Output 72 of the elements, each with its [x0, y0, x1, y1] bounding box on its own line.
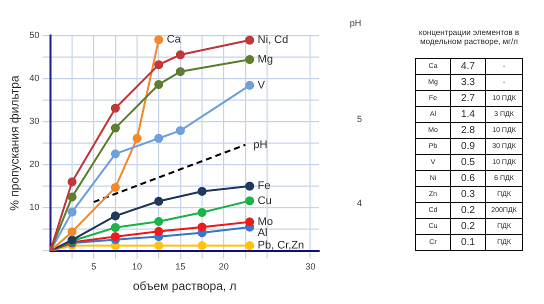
- point: [132, 134, 142, 143]
- series-label: V: [258, 79, 266, 92]
- series-label: Mo: [258, 216, 273, 228]
- point: [154, 60, 164, 70]
- y-axis-title: % пропускания фильтра: [8, 75, 22, 211]
- point: [245, 36, 254, 45]
- point: [110, 182, 120, 192]
- point: [154, 80, 164, 90]
- data-label: 0.3: [450, 186, 486, 202]
- y-tick-label: 20: [29, 159, 40, 170]
- point: [110, 223, 120, 232]
- data-label: 2.7: [450, 90, 486, 106]
- point: [110, 104, 120, 113]
- point: [68, 227, 77, 236]
- point: [245, 80, 254, 90]
- point: [198, 222, 207, 232]
- y-tick-label: 10: [29, 202, 40, 212]
- point: [154, 217, 164, 226]
- point: [245, 241, 254, 250]
- data-label: 1.4: [450, 106, 486, 122]
- data-label: 0.5: [450, 154, 486, 170]
- data-label: 0.1: [450, 234, 486, 250]
- point: [154, 241, 164, 250]
- point: [198, 208, 207, 217]
- data-label: 0.6: [450, 170, 486, 186]
- point: [154, 134, 164, 143]
- point: [245, 182, 254, 191]
- point: [176, 50, 185, 60]
- y-tick-label: 40: [29, 72, 40, 83]
- y-tick-label: 50: [29, 30, 40, 40]
- point: [68, 208, 77, 217]
- point: [245, 55, 254, 64]
- y-tick-label: 30: [29, 116, 40, 126]
- data-label: 0.2: [450, 202, 486, 218]
- series-label: pH: [253, 138, 268, 151]
- data-label: 0.9: [450, 138, 486, 154]
- data-label: 0.2: [450, 218, 486, 234]
- y2-tick-label: 4: [356, 198, 362, 208]
- series-label: Pb, Cr,Zn: [258, 240, 304, 252]
- data-label: 4.7: [450, 58, 486, 74]
- point: [176, 67, 185, 76]
- point: [245, 217, 254, 226]
- series-label: Fe: [258, 180, 271, 192]
- point: [154, 226, 164, 236]
- point: [176, 126, 185, 136]
- data-label: 3.3: [450, 74, 486, 90]
- point: [110, 124, 120, 133]
- point: [110, 149, 120, 158]
- series-label: Ni, Cd: [258, 34, 288, 46]
- x-tick-label: 5: [91, 262, 96, 272]
- series-label: Ca: [166, 34, 182, 46]
- point: [154, 35, 164, 44]
- x-tick-label: 30: [305, 262, 316, 272]
- point: [154, 196, 164, 206]
- point: [68, 177, 77, 186]
- x-tick-label: 15: [175, 262, 186, 272]
- y2-axis-title: pH: [350, 18, 362, 28]
- x-axis-title: объем раствора, л: [132, 279, 237, 294]
- series-label: Cu: [258, 194, 272, 207]
- point: [68, 192, 77, 202]
- point: [198, 186, 207, 196]
- point: [110, 232, 120, 242]
- x-tick-label: 20: [218, 262, 229, 272]
- series-label: Mg: [258, 54, 273, 66]
- data-label: 2.8: [450, 122, 486, 138]
- point: [110, 211, 120, 220]
- x-tick-label: 10: [132, 262, 142, 272]
- y2-tick-label: 5: [356, 114, 362, 124]
- series-label: Al: [258, 226, 268, 239]
- point: [245, 196, 254, 206]
- text: концентрации элементов в модельном растворе, мг/л: [418, 28, 520, 46]
- point: [198, 241, 207, 250]
